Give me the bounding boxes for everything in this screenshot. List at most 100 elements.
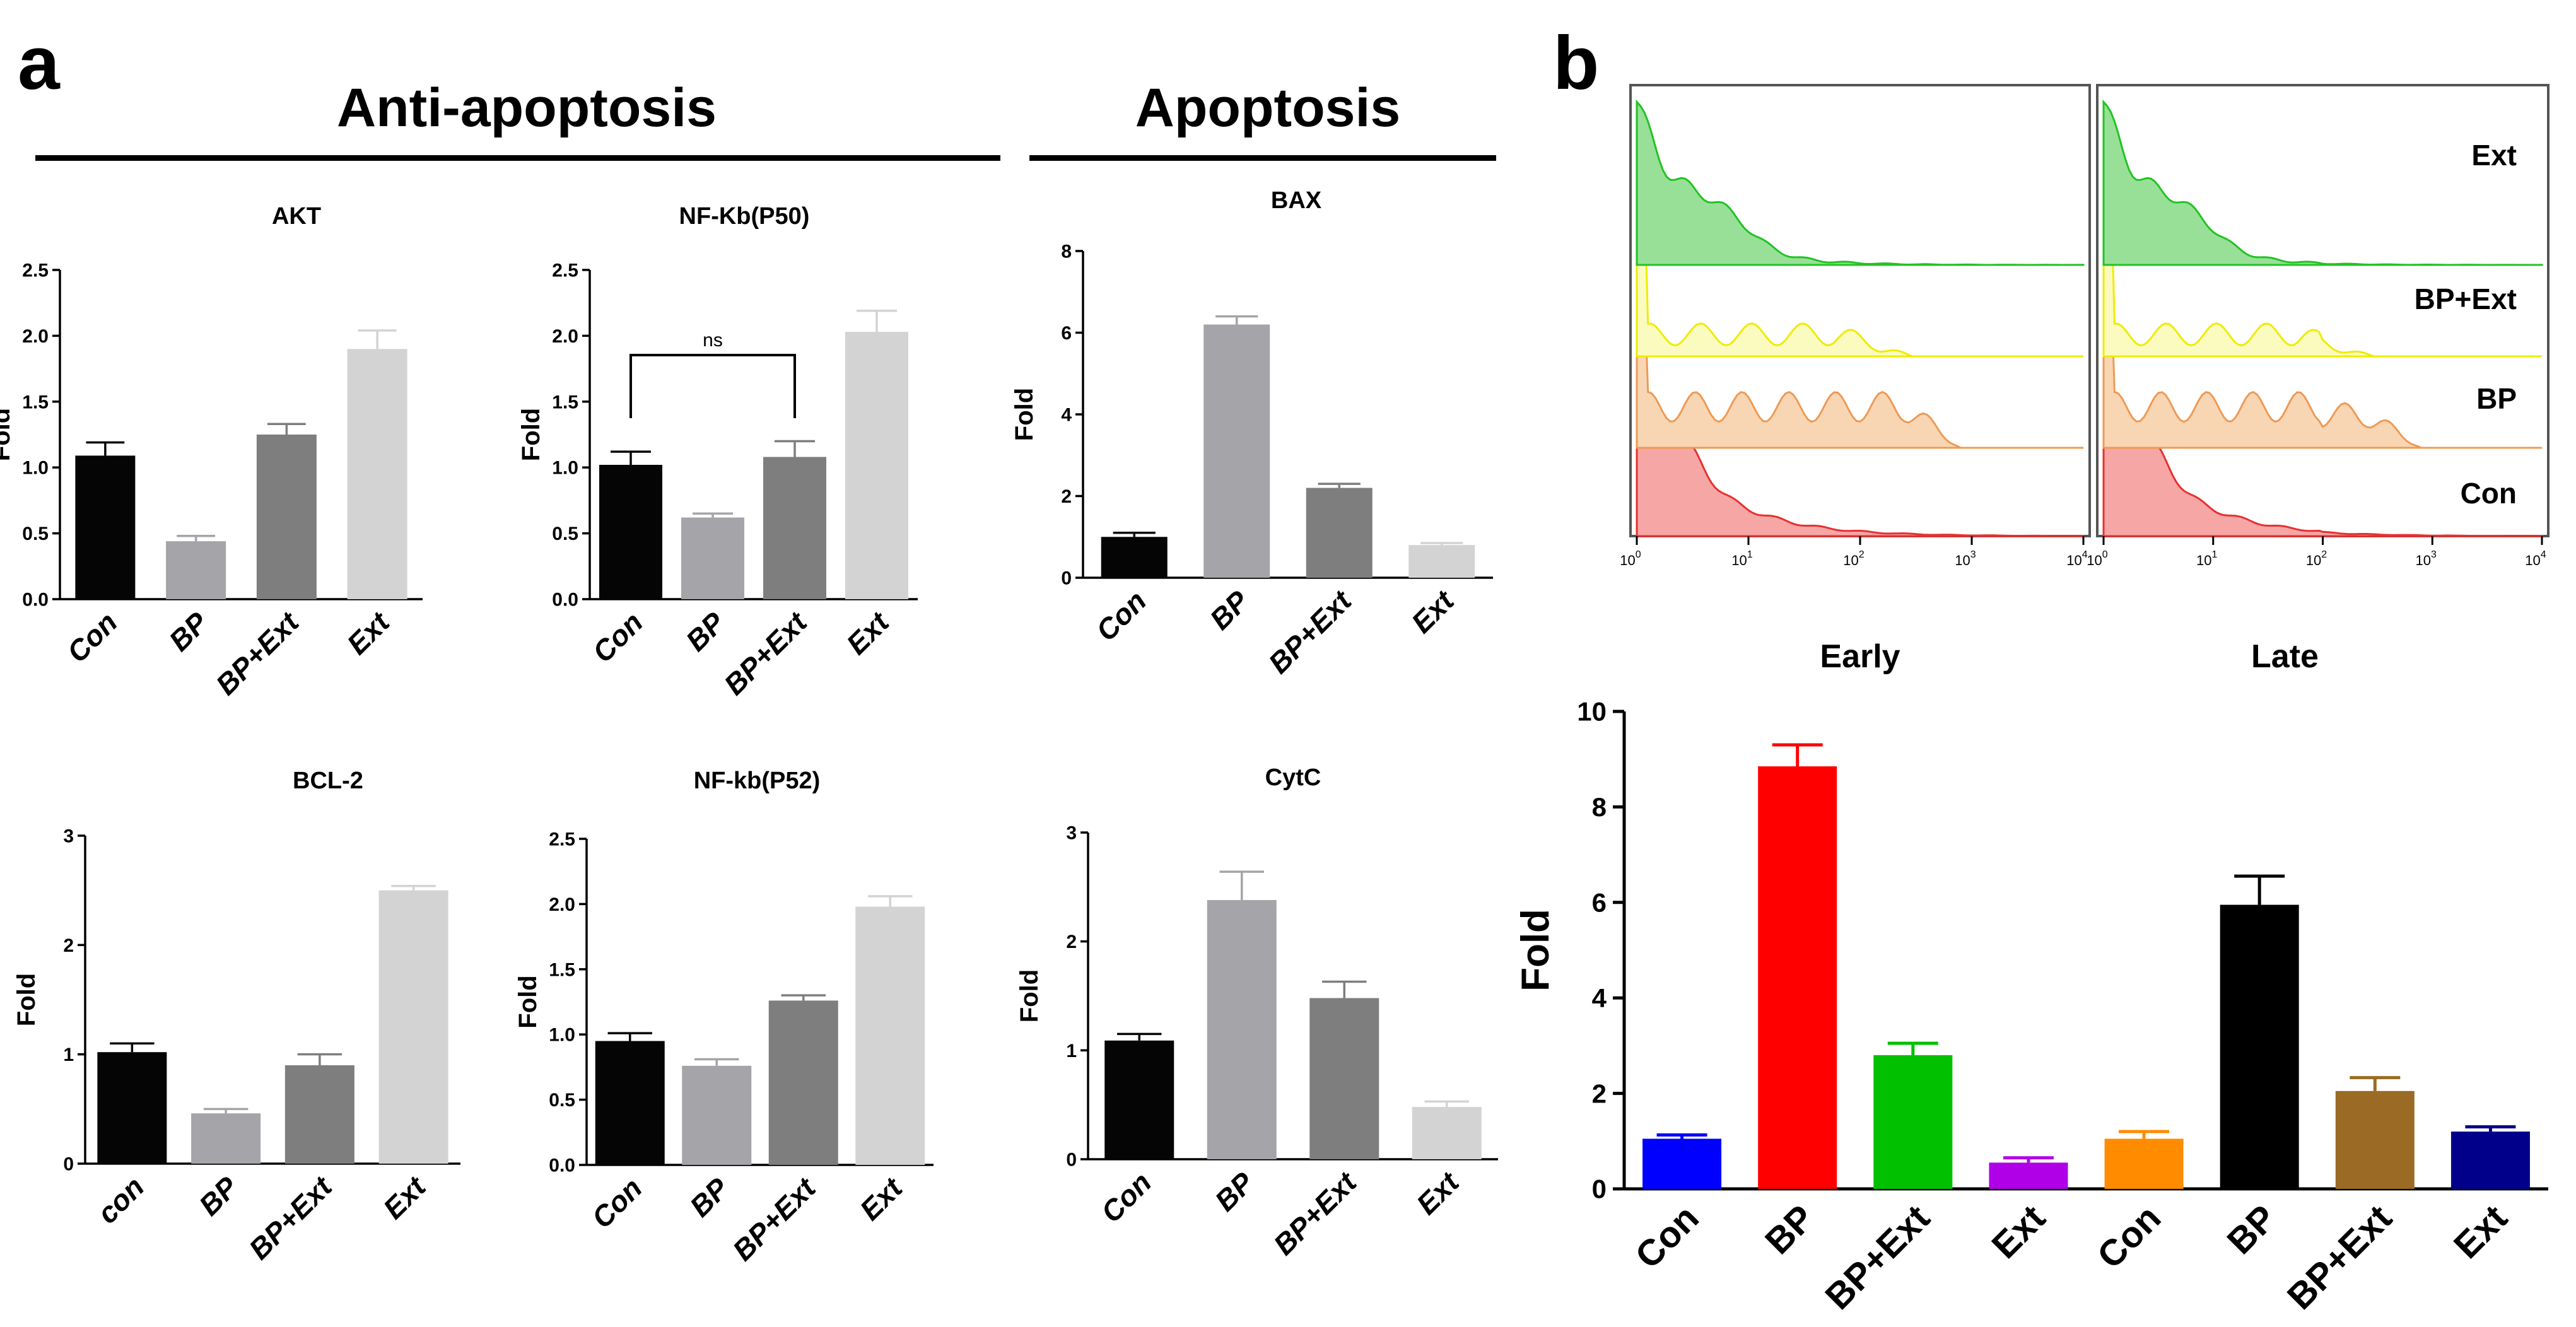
histogram-x-tick-label: 101 bbox=[2196, 549, 2217, 568]
bar-con bbox=[75, 455, 136, 599]
x-category-label: BP+Ext bbox=[2280, 1197, 2400, 1318]
y-tick-label: 2.5 bbox=[552, 260, 578, 281]
histogram-bp-ext-late bbox=[2102, 182, 2542, 358]
x-category-label: BP+Ext bbox=[717, 605, 814, 701]
bar-bp-ext bbox=[284, 1065, 354, 1164]
y-tick-label: 1 bbox=[1066, 1041, 1077, 1061]
histogram-x-tick-label: 103 bbox=[1955, 549, 1976, 568]
y-tick-label: 2.5 bbox=[22, 260, 49, 281]
x-category-label: BP bbox=[1209, 1166, 1260, 1217]
y-tick-label: 0 bbox=[1066, 1150, 1077, 1171]
bar-con bbox=[1642, 1138, 1722, 1189]
x-category-label: BP+Ext bbox=[1262, 583, 1359, 680]
bar-con bbox=[1101, 537, 1168, 578]
bar-bp-ext bbox=[1873, 1055, 1953, 1189]
y-tick-label: 0.0 bbox=[552, 590, 578, 611]
bar-ext bbox=[378, 890, 448, 1164]
y-tick-label: 4 bbox=[1592, 983, 1607, 1013]
y-tick-label: 6 bbox=[1592, 888, 1607, 918]
y-tick-label: 1.0 bbox=[22, 458, 49, 479]
x-category-label: Con bbox=[1094, 1166, 1157, 1229]
y-tick-label: 3 bbox=[1066, 823, 1077, 844]
chart-title-nfkb52: NF-kb(P52) bbox=[694, 768, 821, 794]
chart-nfkb50: NF-Kb(P50) 0.0 0.5 1.0 1.5 2.0 2.5 Fold Con BPBP+… bbox=[517, 203, 918, 701]
section-rule-anti-apoptosis bbox=[35, 155, 1000, 161]
bar-con bbox=[1104, 1040, 1174, 1159]
bar-bp bbox=[166, 541, 226, 599]
significance-bracket bbox=[629, 354, 796, 418]
x-category-label: Con bbox=[586, 605, 649, 669]
x-category-label: Ext bbox=[377, 1169, 433, 1225]
y-axis-label: Fold bbox=[517, 408, 545, 461]
histogram-x-tick-label: 100 bbox=[1620, 549, 1641, 568]
x-category-label: Con bbox=[61, 605, 124, 669]
y-tick-label: 2 bbox=[1061, 486, 1072, 507]
histogram-x-tick-label: 104 bbox=[2525, 549, 2546, 568]
bar-ext bbox=[2450, 1131, 2530, 1189]
bar-ext bbox=[347, 349, 407, 599]
histogram-legend-ext: Ext bbox=[2471, 139, 2517, 172]
chart-title-nfkb50: NF-Kb(P50) bbox=[679, 203, 810, 230]
bar-ext bbox=[1408, 545, 1475, 578]
y-tick-label: 8 bbox=[1061, 242, 1072, 262]
histogram-title-early: Early bbox=[1820, 638, 1900, 675]
x-category-label: BP bbox=[192, 1170, 244, 1222]
y-tick-label: 2.0 bbox=[552, 326, 578, 347]
bar-bp-ext bbox=[768, 1000, 838, 1165]
section-rule-apoptosis bbox=[1029, 155, 1496, 161]
y-tick-label: 8 bbox=[1592, 792, 1607, 822]
x-category-label: Con bbox=[585, 1171, 648, 1234]
y-tick-label: 2.0 bbox=[22, 326, 49, 347]
bar-ext bbox=[845, 332, 908, 599]
y-tick-label: 1.0 bbox=[552, 458, 578, 479]
y-tick-label: 2 bbox=[1066, 932, 1077, 952]
y-tick-label: 6 bbox=[1061, 323, 1072, 344]
histogram-ext-early bbox=[1636, 99, 2085, 266]
histogram-frame-early bbox=[1629, 84, 2091, 537]
bar-ext bbox=[1989, 1162, 2068, 1189]
chart-title-bcl2: BCL-2 bbox=[293, 768, 363, 794]
significance-label: ns bbox=[703, 330, 723, 351]
x-category-label: BP bbox=[163, 605, 214, 657]
x-category-label: BP bbox=[1757, 1197, 1822, 1262]
panel-label-a: a bbox=[18, 21, 60, 105]
x-category-label: BP bbox=[2219, 1197, 2284, 1262]
bar-con bbox=[97, 1052, 167, 1164]
y-tick-label: 1.5 bbox=[22, 392, 49, 412]
y-axis-label: Fold bbox=[1514, 909, 1557, 991]
x-category-label: Ext bbox=[1984, 1197, 2053, 1266]
y-tick-label: 2 bbox=[1592, 1079, 1607, 1108]
bar-bp bbox=[1203, 324, 1270, 578]
histogram-bp-ext-early bbox=[1636, 182, 2083, 358]
histogram-x-tick-label: 102 bbox=[2306, 549, 2327, 568]
histogram-bp-late bbox=[2102, 279, 2542, 449]
bar-bp-ext bbox=[763, 457, 826, 599]
histogram-bp-early bbox=[1636, 279, 2083, 449]
x-category-label: Con bbox=[1089, 584, 1152, 647]
y-tick-label: 0 bbox=[1592, 1174, 1607, 1204]
x-category-label: Ext bbox=[1405, 583, 1461, 640]
chart-bax: BAX 0 2 4 6 8 Fold Con BP BP+Ext Ext bbox=[1010, 187, 1493, 680]
x-category-label: BP+Ext bbox=[1267, 1165, 1364, 1261]
x-category-label: BP+Ext bbox=[726, 1171, 823, 1267]
y-tick-label: 10 bbox=[1577, 697, 1607, 727]
bar-con bbox=[599, 465, 662, 599]
histogram-x-tick-label: 103 bbox=[2416, 549, 2437, 568]
histogram-con-early bbox=[1636, 377, 2085, 537]
y-tick-label: 0.0 bbox=[22, 590, 49, 611]
y-tick-label: 0.5 bbox=[549, 1090, 575, 1111]
histogram-ext-late bbox=[2102, 99, 2543, 266]
x-category-label: Con bbox=[2090, 1197, 2169, 1277]
y-tick-label: 0.5 bbox=[552, 523, 578, 544]
y-tick-label: 1 bbox=[63, 1044, 74, 1065]
x-category-label: con bbox=[91, 1170, 151, 1230]
chart-title-akt: AKT bbox=[272, 203, 321, 230]
bar-bp bbox=[682, 1065, 752, 1165]
y-tick-label: 1.5 bbox=[552, 392, 578, 412]
bar-con bbox=[2104, 1138, 2184, 1189]
x-category-label: BP+Ext bbox=[209, 605, 306, 701]
y-axis-label: Fold bbox=[1016, 969, 1043, 1022]
histogram-legend-bp-ext: BP+Ext bbox=[2415, 283, 2517, 315]
